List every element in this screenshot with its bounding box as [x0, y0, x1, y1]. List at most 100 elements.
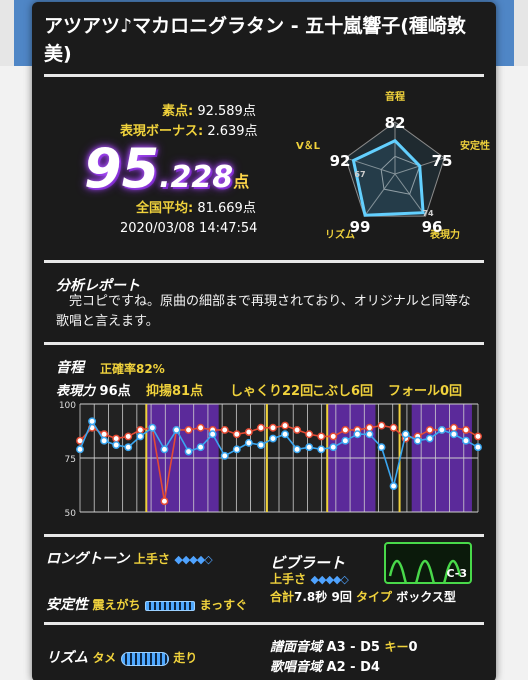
radar-category-label: 音程 — [385, 90, 405, 103]
rhythm-row: リズム タメ 走り — [46, 647, 197, 667]
pitch-point-blue — [208, 430, 217, 439]
kobushi-count: こぶし6回 — [312, 380, 373, 399]
sing-range-value: A2 - D4 — [326, 660, 380, 675]
vibrato-count: 9回 — [331, 590, 352, 604]
radar-average-label: 74 — [422, 209, 434, 218]
vibrato-wave-badge: C-3 — [384, 542, 472, 593]
rhythm-right-label: 走り — [173, 651, 198, 665]
radar-average-shape — [380, 155, 421, 195]
dynamics-value: 81点 — [172, 384, 204, 399]
stability-gauge — [145, 600, 196, 611]
pitch-point-red — [449, 423, 458, 432]
shakuri-count: しゃくり22回 — [230, 380, 313, 399]
expression-score: 表現力 96点 — [56, 380, 131, 399]
divider-skills — [44, 534, 484, 537]
dynamics-label: 抑揚 — [146, 384, 173, 399]
pitch-point-blue — [232, 445, 241, 454]
divider-report — [44, 342, 484, 345]
pitch-point-blue — [76, 445, 84, 454]
stability-right-label: まっすぐ — [199, 598, 248, 612]
national-average: 全国平均: 81.669点 — [136, 201, 256, 217]
pitch-point-red — [269, 423, 277, 432]
score-range-value: A3 - D5 — [326, 640, 380, 655]
score-range-row: 譜面音域 A3 - D5 キー0 — [270, 636, 418, 655]
pitch-point-blue — [353, 430, 362, 439]
pitch-point-red — [389, 423, 398, 432]
vibrato-label-text: ビブラート — [270, 554, 346, 572]
pitch-point-red — [244, 428, 253, 437]
score-card: アツアツ♪マカロニグラタン - 五十嵐響子(種崎敦美) 素点: 92.589点 … — [32, 2, 496, 680]
score-datetime: 2020/03/08 14:47:54 — [120, 221, 258, 236]
pitch-point-red — [365, 423, 374, 432]
longtone-skill-label: 上手さ — [133, 552, 170, 566]
pitch-point-blue — [160, 445, 169, 454]
pitch-point-red — [160, 497, 169, 506]
pitch-point-blue — [305, 443, 314, 452]
radar-spoke — [364, 173, 396, 217]
pitch-point-blue — [317, 445, 326, 454]
pitch-point-red — [256, 423, 265, 432]
expression-label: 表現力 — [56, 384, 96, 399]
dynamics-score: 抑揚81点 — [146, 380, 203, 399]
radar-spoke — [394, 173, 426, 217]
fall-count: フォール0回 — [388, 380, 462, 399]
pitch-point-blue — [220, 451, 229, 460]
vibrato-details: 合計7.8秒 9回 タイプ ボックス型 — [270, 588, 456, 605]
divider-bottom — [44, 622, 484, 625]
pitch-point-blue — [184, 447, 193, 456]
pitch-point-red — [474, 432, 482, 441]
raw-score-label: 素点: — [162, 104, 194, 119]
vibrato-total-value: 7.8秒 — [294, 590, 328, 604]
pitch-point-red — [184, 425, 193, 434]
national-average-label: 全国平均: — [136, 201, 194, 216]
song-title: アツアツ♪マカロニグラタン - 五十嵐響子(種崎敦美) — [44, 15, 466, 65]
radar-value-label: 92 — [330, 152, 351, 170]
key-label: キー — [384, 640, 409, 654]
raw-score-value: 92.589点 — [197, 104, 256, 119]
divider-middle — [44, 260, 484, 263]
divider-top — [44, 74, 484, 77]
total-score-decimal: .228 — [159, 160, 234, 195]
radar-value-shape — [351, 138, 425, 217]
pitch-point-red — [377, 421, 386, 430]
total-score: 95.228点 — [84, 137, 249, 207]
radar-value-label: 99 — [350, 218, 371, 236]
pitch-point-blue — [401, 430, 410, 439]
bonus-score-value: 2.639点 — [207, 124, 258, 139]
report-title: 分析レポート — [56, 278, 140, 294]
pitch-point-red — [220, 425, 229, 434]
vibrato-wave-icon — [388, 559, 462, 593]
pitch-point-red — [305, 430, 314, 439]
pitch-accuracy-label: 正確率 — [100, 362, 137, 376]
pitch-series-blue-line — [79, 419, 479, 490]
pitch-point-blue — [136, 432, 145, 441]
raw-score: 素点: 92.589点 — [162, 104, 256, 120]
pitch-point-blue — [172, 425, 181, 434]
pitch-point-blue — [461, 436, 470, 445]
pitch-point-red — [196, 423, 205, 432]
shakuri-label: しゃくり — [230, 384, 283, 399]
pitch-title: 音程 — [56, 360, 84, 376]
longtone-row: ロングトーン 上手さ ◆◆◆◆◇ — [46, 548, 213, 568]
radar-value-label: 75 — [432, 152, 453, 170]
total-score-unit: 点 — [233, 172, 250, 191]
pitch-point-red — [112, 434, 121, 443]
pitch-point-blue — [256, 441, 265, 449]
vibrato-skill: 上手さ ◆◆◆◆◇ — [270, 570, 349, 587]
pitch-point-red — [136, 425, 145, 434]
vibrato-diamonds: ◆◆◆◆◇ — [310, 573, 349, 586]
fall-label: フォール — [388, 384, 441, 399]
pitch-point-blue — [148, 423, 157, 432]
vibrato-skill-label: 上手さ — [270, 572, 307, 586]
fall-value: 0回 — [440, 384, 463, 399]
radar-value-label: 82 — [385, 114, 406, 132]
longtone-diamonds: ◆◆◆◆◇ — [174, 553, 212, 566]
pitch-point-blue — [389, 482, 398, 491]
kobushi-label: こぶし — [312, 384, 352, 399]
pitch-point-red — [281, 421, 289, 430]
bonus-score: 表現ボーナス: 2.639点 — [120, 124, 258, 140]
pitch-point-blue — [425, 434, 434, 443]
pitch-point-red — [425, 425, 434, 434]
